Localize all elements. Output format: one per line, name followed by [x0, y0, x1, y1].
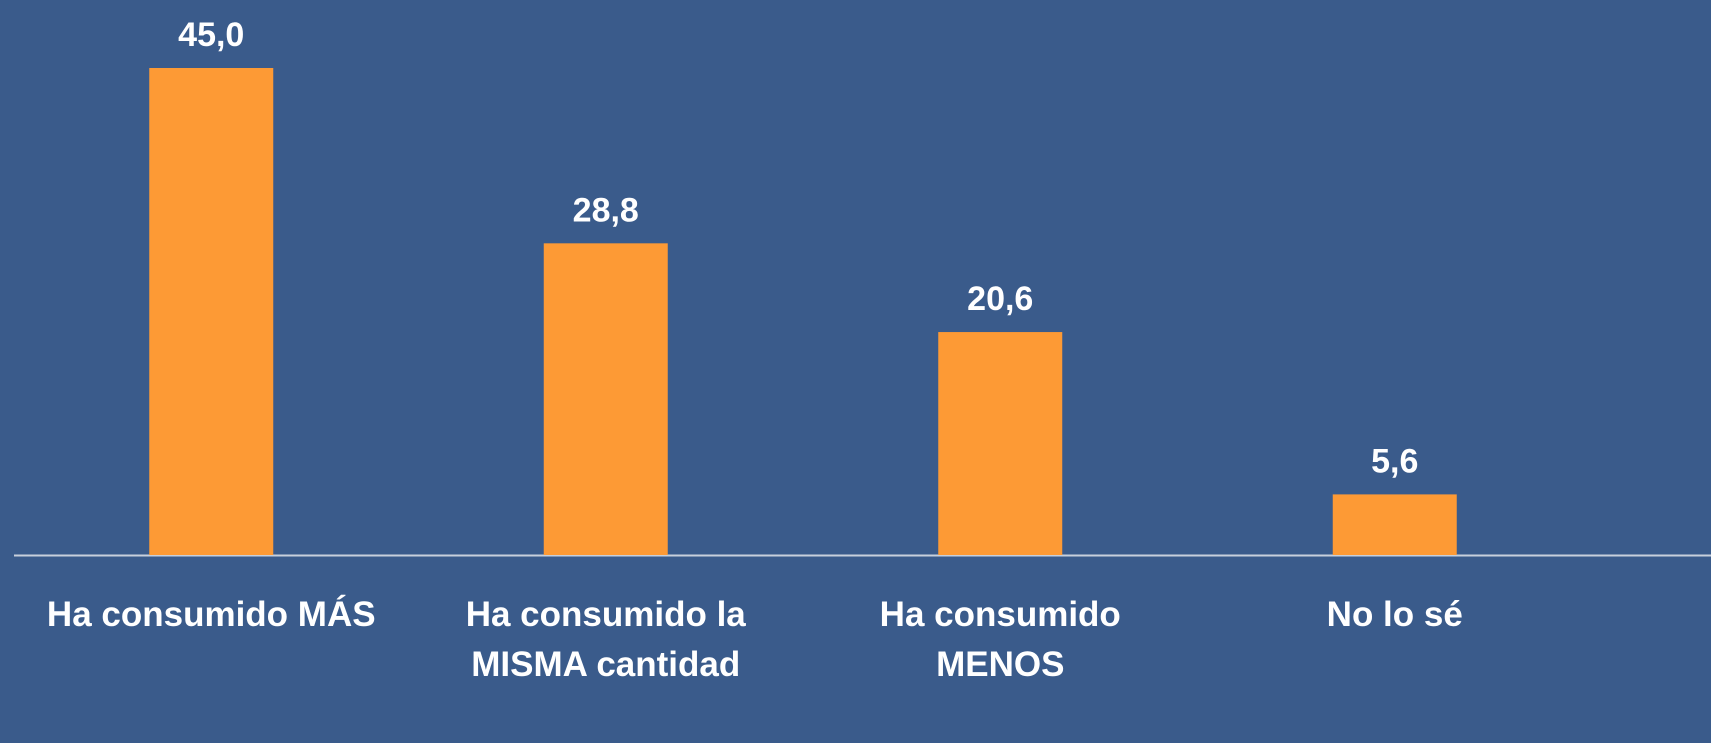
value-label: 28,8: [573, 191, 639, 229]
x-tick-label: Ha consumido la MISMA cantidad: [465, 595, 746, 684]
bar: [149, 68, 274, 555]
value-label: 5,6: [1371, 442, 1418, 480]
x-tick-label: Ha consumido MÁS: [46, 595, 376, 634]
x-tick-label: No lo sé: [1326, 595, 1463, 634]
bar: [543, 243, 668, 555]
value-label: 45,0: [178, 16, 244, 54]
value-label: 20,6: [967, 280, 1033, 318]
bar: [1332, 494, 1457, 555]
bar: [938, 332, 1063, 555]
x-tick-label: Ha consumido MENOS: [879, 595, 1121, 684]
